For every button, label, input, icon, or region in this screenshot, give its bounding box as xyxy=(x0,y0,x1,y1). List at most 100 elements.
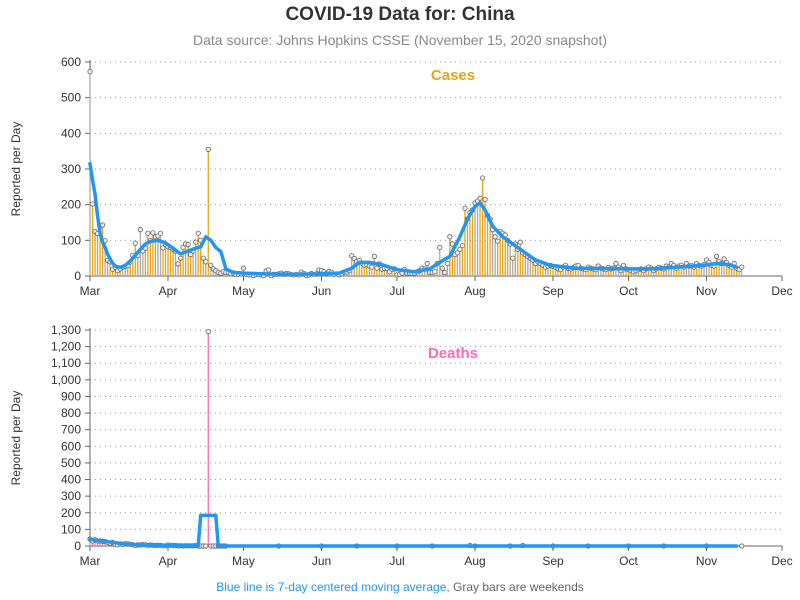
y-tick-label: 400 xyxy=(61,473,81,487)
data-point xyxy=(447,234,453,240)
x-tick-label: Mar xyxy=(80,554,101,568)
y-tick-label: 600 xyxy=(61,439,81,453)
data-point xyxy=(266,267,272,273)
data-point xyxy=(203,543,209,549)
x-tick-label: Sep xyxy=(542,284,564,298)
y-tick-label: 100 xyxy=(61,522,81,536)
data-point xyxy=(721,256,727,262)
y-tick-label: 0 xyxy=(74,539,81,553)
data-point xyxy=(185,242,191,248)
y-axis-label: Reported per Day xyxy=(9,391,23,486)
y-tick-label: 300 xyxy=(61,162,81,176)
data-point xyxy=(439,265,445,271)
y-tick-label: 600 xyxy=(61,55,81,69)
data-point xyxy=(459,243,466,249)
x-tick-label: Sep xyxy=(542,554,564,568)
data-point xyxy=(177,255,184,261)
y-tick-label: 1,100 xyxy=(51,356,81,370)
y-tick-label: 400 xyxy=(61,126,81,140)
data-point xyxy=(739,264,745,270)
x-tick-label: Oct xyxy=(619,554,638,568)
y-axis-label: Reported per Day xyxy=(9,122,23,217)
data-point xyxy=(462,205,468,211)
chart-title: Deaths xyxy=(428,345,478,362)
x-tick-label: May xyxy=(232,284,255,298)
data-point xyxy=(208,262,214,268)
x-tick-label: Jul xyxy=(389,284,404,298)
data-point xyxy=(442,269,448,276)
data-point xyxy=(437,244,443,251)
data-point xyxy=(444,260,450,267)
data-point xyxy=(374,265,380,271)
x-tick-label: Aug xyxy=(464,284,485,298)
y-tick-label: 700 xyxy=(61,423,81,437)
data-point xyxy=(482,196,488,202)
data-point xyxy=(424,260,430,267)
page-title: COVID-19 Data for: China xyxy=(285,4,515,25)
x-tick-label: Aug xyxy=(464,554,485,568)
y-tick-label: 1,000 xyxy=(51,373,81,387)
y-tick-label: 500 xyxy=(61,456,81,470)
x-tick-label: Jul xyxy=(389,554,404,568)
x-tick-label: Oct xyxy=(619,284,638,298)
y-tick-label: 300 xyxy=(61,489,81,503)
data-point xyxy=(87,69,93,75)
data-point xyxy=(132,240,138,246)
data-point xyxy=(479,175,486,181)
data-point xyxy=(613,260,619,267)
data-point xyxy=(99,222,106,228)
x-tick-label: Dec xyxy=(771,554,792,568)
y-tick-label: 0 xyxy=(74,269,81,283)
data-point xyxy=(369,264,375,270)
data-point xyxy=(739,543,745,549)
data-point xyxy=(137,227,143,233)
x-tick-label: Mar xyxy=(80,284,101,298)
x-tick-label: Nov xyxy=(696,284,717,298)
data-point xyxy=(371,253,377,259)
footnote: Blue line is 7-day centered moving avera… xyxy=(0,580,800,594)
y-tick-label: 900 xyxy=(61,389,81,403)
y-tick-label: 1,200 xyxy=(51,340,81,354)
data-point xyxy=(150,230,156,236)
footnote-weekends: Gray bars are weekends xyxy=(449,580,584,594)
data-point xyxy=(89,201,96,207)
data-point xyxy=(240,265,247,271)
y-tick-label: 1,300 xyxy=(51,323,81,337)
x-tick-label: Jun xyxy=(312,554,331,568)
data-point xyxy=(492,234,498,240)
x-tick-label: Dec xyxy=(771,284,792,298)
data-point xyxy=(195,230,201,236)
y-tick-label: 500 xyxy=(61,91,81,105)
cases-chart: 0 100 200 300 400 500 600 Mar Apr May Jun Jul Aug Sep… xyxy=(9,55,793,298)
y-tick-label: 200 xyxy=(61,198,81,212)
data-point xyxy=(193,239,199,245)
footnote-moving-average: Blue line is 7-day centered moving avera… xyxy=(216,580,450,594)
data-point xyxy=(517,239,523,245)
x-tick-label: Apr xyxy=(159,284,178,298)
y-tick-label: 100 xyxy=(61,233,81,247)
data-point xyxy=(432,269,438,275)
data-point xyxy=(175,261,181,267)
data-point xyxy=(495,238,501,244)
chart-title: Cases xyxy=(431,67,475,84)
x-tick-label: May xyxy=(232,554,255,568)
data-point xyxy=(205,329,211,335)
data-point xyxy=(713,253,720,259)
moving-average-line xyxy=(88,513,739,548)
page-subtitle: Data source: Johns Hopkins CSSE (Novembe… xyxy=(193,32,607,48)
data-point xyxy=(477,195,483,201)
data-point xyxy=(510,255,516,261)
data-point xyxy=(157,230,164,236)
x-tick-label: Jun xyxy=(312,284,331,298)
data-point xyxy=(200,255,206,261)
x-tick-label: Apr xyxy=(159,554,178,568)
moving-average-line xyxy=(88,161,739,276)
data-point xyxy=(145,230,151,236)
data-point xyxy=(205,146,211,152)
y-tick-label: 200 xyxy=(61,506,81,520)
data-point xyxy=(203,259,209,265)
deaths-chart: 0 100 200 300 400 500 600 700 800 900 1,000 1,100 1,… xyxy=(9,323,793,568)
x-tick-label: Nov xyxy=(696,554,717,568)
y-tick-label: 800 xyxy=(61,406,81,420)
